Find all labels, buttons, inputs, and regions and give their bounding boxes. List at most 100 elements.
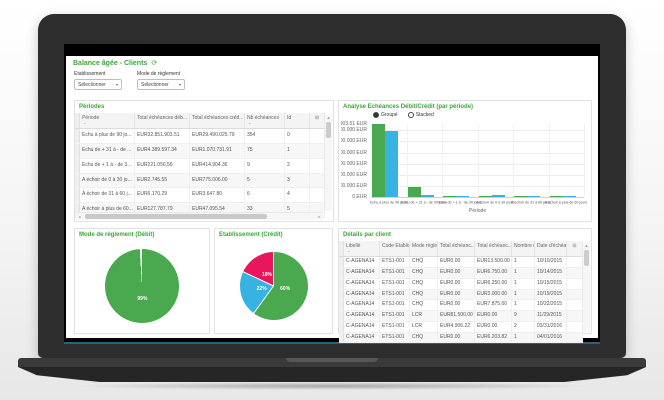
mode-reglement-select[interactable]: Sélectionner ▾ <box>137 79 185 90</box>
row-gutter <box>75 129 80 144</box>
scrollbar-thumb[interactable] <box>85 214 267 219</box>
table-cell: C-AGENA14 <box>344 257 380 268</box>
scrollbar-track[interactable] <box>83 214 316 219</box>
table-cell: 2 <box>512 321 535 332</box>
table-cell: ETS1-001 <box>380 257 410 268</box>
table-row[interactable]: C-AGENA14 ETS1-001 CHQ EUR0.00 EUR6.203.82 1 0… <box>339 332 583 344</box>
y-tick-label: 10.000.000 EUR <box>341 171 367 178</box>
table-cell: ETS1-001 <box>380 278 410 289</box>
sort-icon[interactable]: ⌄ <box>248 120 252 126</box>
bar-credit[interactable] <box>385 131 398 197</box>
bar-credit[interactable] <box>562 196 576 197</box>
legend-option-stacked[interactable]: Stacked <box>407 112 434 118</box>
table-cell: EUR0.00 <box>438 257 475 268</box>
table-cell <box>567 278 583 289</box>
gridline <box>513 124 514 197</box>
table-cell: 10/14/2015 <box>535 268 567 278</box>
grid-icon[interactable]: ⊞ <box>310 113 325 129</box>
table-cell: 1 <box>512 289 535 300</box>
table-row[interactable]: C-AGENA14 ETS1-001 CHQ EUR0.00 EUR3.000.00 1 1… <box>339 289 583 301</box>
bar-debit[interactable] <box>514 196 527 197</box>
pie-chart-etablissement[interactable]: 60% 22% 18% <box>215 242 332 329</box>
laptop-screen: Balance âgée - Clients ⟳ Etablissement S… <box>64 44 600 344</box>
etablissement-select[interactable]: Sélectionner ▾ <box>74 79 122 90</box>
x-axis-title: Période <box>468 208 487 214</box>
table-cell: EUR221.056.56 <box>135 158 190 173</box>
column-header[interactable]: Nombre d'éch... <box>512 241 535 257</box>
scroll-right-icon[interactable]: ▸ <box>318 214 321 219</box>
column-header[interactable]: Id <box>285 113 310 129</box>
table-cell: CHQ <box>410 289 438 300</box>
mode-reglement-debit-panel: Mode de règlement (Débit) 99% <box>74 228 210 334</box>
scrollbar-thumb[interactable] <box>326 122 331 138</box>
table-row[interactable]: C-AGENA14 ETS1-001 CHQ EUR0.00 EUR6.750.00 1 1… <box>339 268 583 279</box>
pie-disc[interactable]: 99% <box>105 248 179 323</box>
slice-separator <box>273 251 274 286</box>
table-row[interactable]: Echu de + 1 à - de 3... EUR221.056.56 EUR4… <box>75 158 325 174</box>
table-row[interactable]: C-AGENA14 ETS1-001 CHQ EUR0.00 EUR13.500.00 1… <box>339 257 583 269</box>
table-row[interactable]: C-AGENA14 ETS1-001 CHQ EUR0.00 EUR6.250.00 1 1… <box>339 278 583 290</box>
gridline <box>442 124 443 197</box>
periodes-horizontal-scrollbar[interactable]: ◂ ▸ <box>76 212 323 220</box>
column-header[interactable]: Période ⌄ <box>80 113 135 129</box>
pie-chart-mode-reglement[interactable]: 99% <box>75 242 209 329</box>
sort-icon[interactable]: ⌄ <box>347 248 351 254</box>
table-row[interactable]: Echu de + 31 à - de ... EUR4.389.597.34 EU… <box>75 144 325 159</box>
table-cell: C-AGENA14 <box>344 300 380 311</box>
bar-debit[interactable] <box>407 187 421 197</box>
table-row[interactable]: C-AGENA14 ETS1-001 LCR EUR81.500.00 EUR0.00 9… <box>339 311 583 322</box>
column-header[interactable]: Total échéances créd... <box>190 113 245 129</box>
table-cell: C-AGENA14 <box>344 268 380 278</box>
bar-chart[interactable]: 32.851.903.51 EUR30.000.000 EUR 25.000.00… <box>341 121 589 219</box>
periodes-vertical-scrollbar[interactable]: ▲ <box>324 114 332 211</box>
bar-debit[interactable] <box>372 124 385 197</box>
column-header[interactable]: Code Etablis... <box>380 241 410 257</box>
table-cell: EUR6.203.82 <box>475 332 512 343</box>
table-row[interactable]: Echu à plus de 90 jo... EUR32.851.903.51 E… <box>75 129 325 145</box>
table-row[interactable]: A échoir de 0 à 30 jo... EUR2.745.55 EUR77… <box>75 173 325 189</box>
scrollbar-thumb[interactable] <box>584 250 589 266</box>
bar-credit[interactable] <box>491 195 505 197</box>
table-row[interactable]: C-AGENA14 ETS1-001 CHQ EUR0.00 EUR7.875.00 1 1… <box>339 300 583 312</box>
pie-disc[interactable]: 60% 22% 18% <box>239 251 308 320</box>
bar-debit[interactable] <box>549 196 563 197</box>
row-gutter <box>339 321 344 332</box>
row-gutter <box>75 158 80 173</box>
column-header[interactable]: Mode règlem... <box>410 241 438 257</box>
sort-icon[interactable]: ⌄ <box>83 120 87 126</box>
bar-credit[interactable] <box>420 194 434 197</box>
row-gutter <box>75 203 80 217</box>
bar-debit[interactable] <box>443 196 456 197</box>
table-cell: A échoir à plus de 60... <box>80 203 135 217</box>
table-cell: ETS1-001 <box>380 300 410 311</box>
table-cell: EUR0.00 <box>438 332 475 343</box>
row-gutter <box>75 173 80 188</box>
bar-credit[interactable] <box>527 196 540 197</box>
laptop-hinge <box>18 358 646 367</box>
column-header[interactable]: Libellé ⌄ <box>344 241 380 257</box>
scroll-up-icon[interactable]: ▲ <box>326 115 331 120</box>
table-row[interactable]: C-AGENA14 ETS1-001 LCR EUR4.906.22 EUR0.00 2 0… <box>339 321 583 333</box>
row-gutter <box>339 332 344 343</box>
scroll-up-icon[interactable]: ▲ <box>584 243 589 248</box>
column-header[interactable]: Nb échéances ⌄ <box>245 113 285 129</box>
table-cell: 10/15/2015 <box>535 278 567 289</box>
column-header[interactable]: Date d'échéa... <box>535 241 567 257</box>
column-header[interactable]: Total échéanc... <box>438 241 475 257</box>
column-header[interactable]: Total échéanc... <box>475 241 512 257</box>
scroll-left-icon[interactable]: ◂ <box>78 214 81 219</box>
table-cell: 75 <box>245 144 285 158</box>
legend-option-groupe[interactable]: Groupé <box>373 112 398 118</box>
details-panel-title: Détails par client <box>343 232 392 238</box>
table-row[interactable]: A échoir de 31 à 60 j... EUR6.170.29 EUR3.… <box>75 188 325 204</box>
column-header[interactable]: Total échéances déb... <box>135 113 190 129</box>
pie-slice-label: 22% <box>256 285 267 292</box>
bar-debit[interactable] <box>478 196 492 197</box>
table-cell: Echu de + 1 à - de 3... <box>80 158 135 173</box>
table-cell: EUR0.00 <box>438 289 475 300</box>
table-cell: C-AGENA14 <box>344 278 380 289</box>
bar-credit[interactable] <box>456 196 469 197</box>
grid-icon[interactable]: ⊞ <box>567 241 583 257</box>
details-vertical-scrollbar[interactable]: ▲ <box>582 242 590 332</box>
refresh-icon[interactable]: ⟳ <box>151 60 158 67</box>
